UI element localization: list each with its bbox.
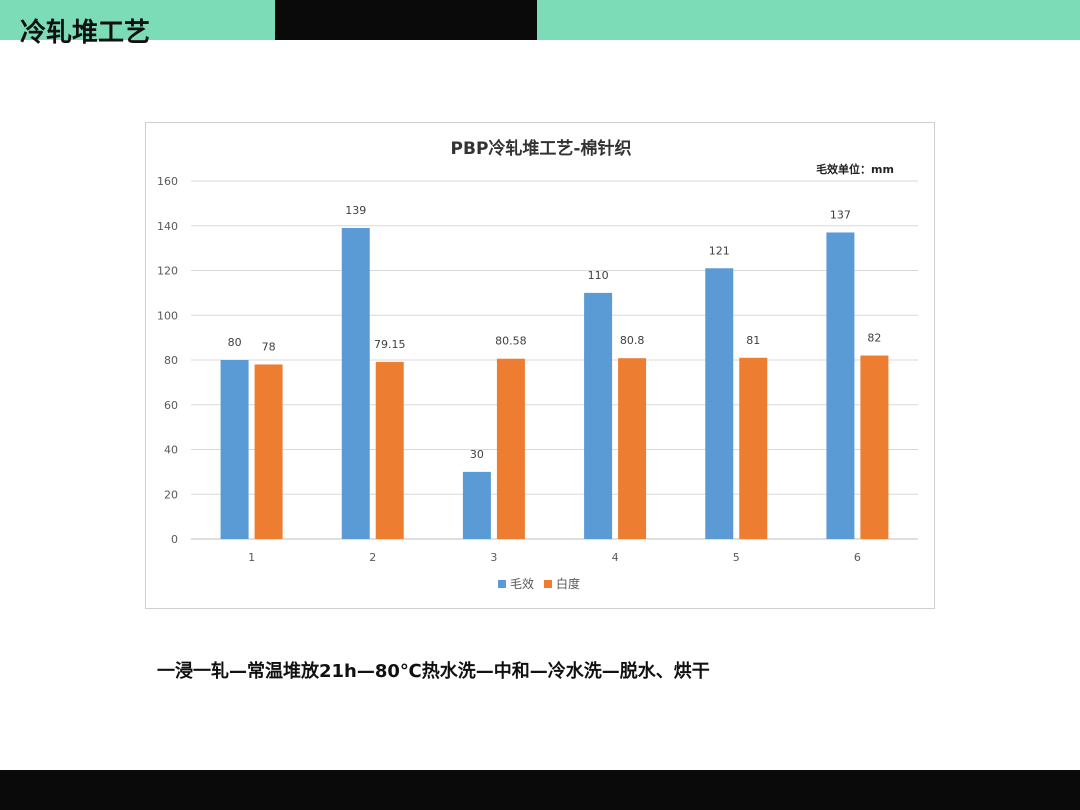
legend-swatch <box>544 580 552 588</box>
bar-maoxiao <box>341 227 370 540</box>
bar-maoxiao <box>705 268 734 539</box>
x-tick-label: 6 <box>854 551 861 564</box>
data-label: 80.58 <box>495 335 526 348</box>
y-tick-label: 20 <box>164 488 178 501</box>
data-label: 121 <box>709 244 730 257</box>
data-label: 82 <box>867 332 881 345</box>
bar-baidu <box>496 358 525 539</box>
data-label: 79.15 <box>374 338 406 351</box>
data-label: 110 <box>588 269 609 282</box>
chart-frame: PBP冷轧堆工艺-棉针织毛效单位：mm 0 20 40 60 80 100 120 140 160… <box>145 122 935 609</box>
x-tick-label: 4 <box>612 551 619 564</box>
bar-maoxiao <box>220 360 249 539</box>
y-tick-label: 120 <box>157 265 178 278</box>
x-tick-label: 3 <box>490 551 497 564</box>
data-label: 78 <box>262 340 276 353</box>
slide-title: 冷轧堆工艺 <box>20 18 151 48</box>
bar-baidu <box>739 357 768 539</box>
data-label: 137 <box>830 208 851 221</box>
y-tick-label: 40 <box>164 444 178 457</box>
header-band-dark <box>275 0 537 40</box>
data-label: 139 <box>345 204 366 217</box>
x-tick-label: 5 <box>733 551 740 564</box>
footer-bar <box>0 770 1080 810</box>
x-tick-label: 1 <box>248 551 255 564</box>
data-label: 80 <box>228 336 242 349</box>
data-label: 80.8 <box>620 334 645 347</box>
x-tick-label: 2 <box>369 551 376 564</box>
data-label: 81 <box>746 334 760 347</box>
legend-swatch <box>498 580 506 588</box>
y-tick-label: 0 <box>171 533 178 546</box>
chart-title: PBP冷轧堆工艺-棉针织 <box>451 138 632 159</box>
header-band-right <box>537 0 1080 40</box>
data-label: 30 <box>470 448 484 461</box>
y-tick-label: 140 <box>157 220 178 233</box>
legend-label: 毛效 <box>510 576 534 591</box>
process-description: 一浸一轧—常温堆放21h—80℃热水洗—中和—冷水洗—脱水、烘干 <box>157 661 710 682</box>
y-tick-label: 160 <box>157 175 178 188</box>
bar-baidu <box>618 358 647 539</box>
unit-note: 毛效单位：mm <box>816 162 894 176</box>
bar-maoxiao <box>584 292 613 539</box>
bar-maoxiao <box>462 471 491 539</box>
bar-baidu <box>254 364 283 539</box>
y-tick-label: 60 <box>164 399 178 412</box>
bar-baidu <box>860 355 889 539</box>
bar-maoxiao <box>826 232 855 539</box>
header-band-left <box>0 0 275 40</box>
y-tick-label: 100 <box>157 309 178 322</box>
bar-baidu <box>375 361 404 539</box>
legend-label: 白度 <box>556 576 580 591</box>
y-tick-label: 80 <box>164 354 178 367</box>
